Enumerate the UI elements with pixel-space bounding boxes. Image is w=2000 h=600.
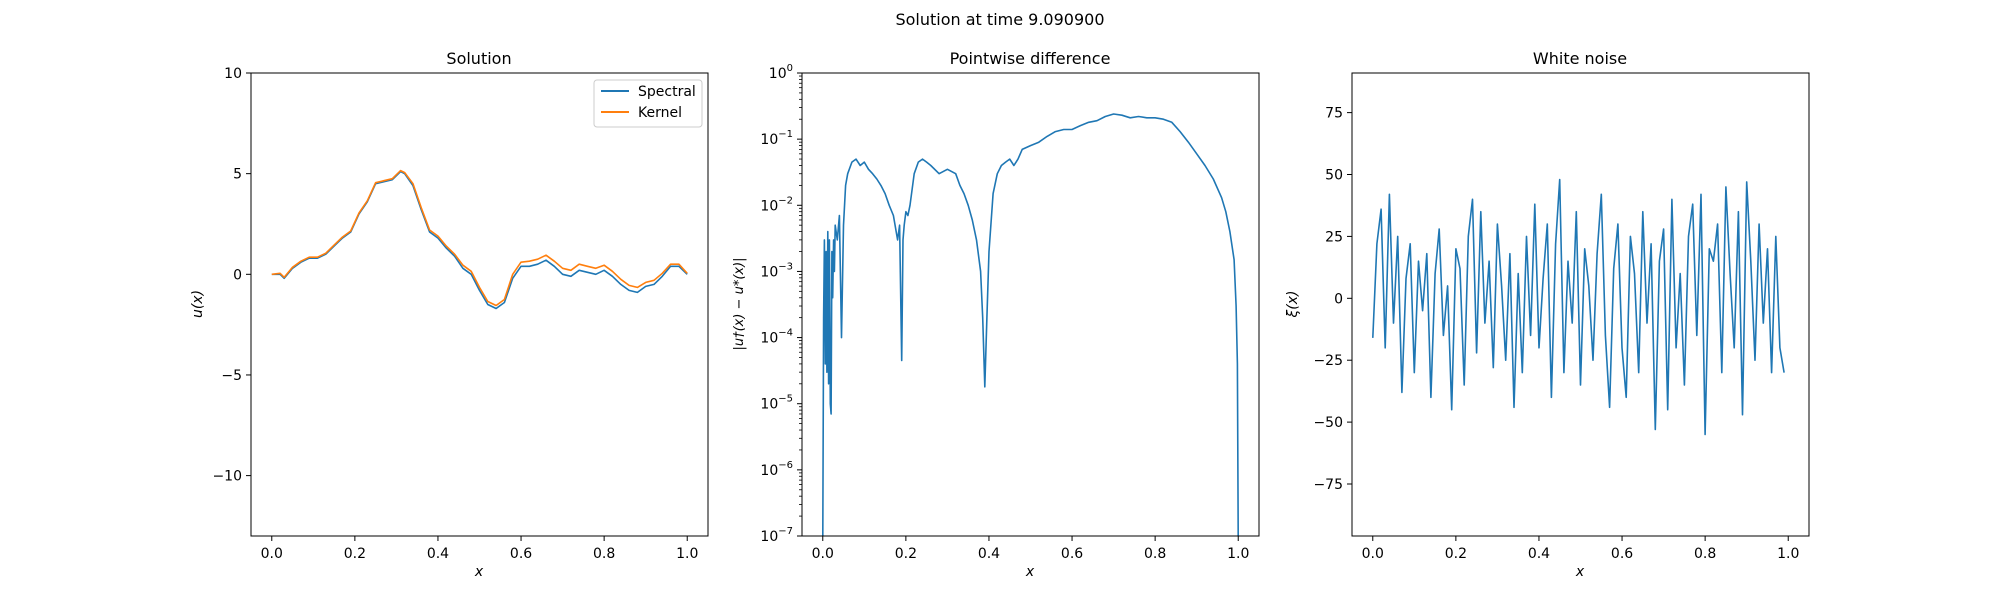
y-tick-label: −75 bbox=[1313, 477, 1343, 493]
x-tick-label: 0.6 bbox=[510, 546, 532, 562]
series-line-line bbox=[1372, 178, 1785, 436]
y-tick-label: 10−4 bbox=[760, 328, 793, 347]
solution-ylabel: u(x) bbox=[190, 290, 206, 318]
x-tick-label: 0.8 bbox=[1694, 546, 1716, 562]
y-tick-label: −5 bbox=[221, 368, 242, 384]
y-tick-label: 75 bbox=[1325, 106, 1343, 122]
solution-axes-frame bbox=[250, 72, 709, 537]
y-tick-label: 10−1 bbox=[760, 129, 793, 148]
x-tick-label: 0.2 bbox=[344, 546, 366, 562]
x-tick-label: 0.4 bbox=[427, 546, 449, 562]
x-tick-label: 0.8 bbox=[593, 546, 615, 562]
difference-ylabel: |u†(x) − u*(x)| bbox=[732, 257, 747, 350]
noise-title: White noise bbox=[1533, 49, 1627, 68]
difference-xlabel: x bbox=[1025, 564, 1035, 580]
y-tick-label: 0 bbox=[233, 267, 242, 283]
x-tick-label: 1.0 bbox=[1777, 546, 1799, 562]
solution-title: Solution bbox=[446, 49, 511, 68]
difference-plot: 0.0 0.2 0.4 0.6 0.8 1.0 10−7 10−6 10−5 10−4 10−3 10… bbox=[760, 63, 1249, 562]
y-tick-label: 0 bbox=[1334, 291, 1343, 307]
y-tick-label: 10−3 bbox=[760, 261, 793, 280]
difference-axes-frame bbox=[801, 72, 1260, 537]
solution-legend: Spectral Kernel bbox=[593, 79, 703, 128]
x-tick-label: 0.0 bbox=[1362, 546, 1384, 562]
x-tick-label: 0.4 bbox=[978, 546, 1000, 562]
noise-axes-frame bbox=[1351, 72, 1810, 537]
legend-label-spectral: Spectral bbox=[638, 84, 696, 100]
x-tick-label: 0.2 bbox=[895, 546, 917, 562]
legend-label-kernel: Kernel bbox=[638, 105, 682, 121]
noise-plot: 0.0 0.2 0.4 0.6 0.8 1.0 −75 −50 −25 0 25 50 75 bbox=[1313, 106, 1799, 562]
y-tick-label: −25 bbox=[1313, 353, 1343, 369]
y-tick-label: 50 bbox=[1325, 168, 1343, 184]
panel-white-noise: White noise 0.0 0.2 0.4 0.6 0.8 1.0−75−50−250… bbox=[1285, 49, 1810, 580]
solution-plot: 0.0 0.2 0.4 0.6 0.8 1.0 −10 −5 0 5 10 bbox=[212, 66, 698, 562]
x-tick-label: 1.0 bbox=[676, 546, 698, 562]
x-tick-label: 1.0 bbox=[1227, 546, 1249, 562]
y-tick-label: 10−6 bbox=[760, 460, 793, 479]
series-kernel-line bbox=[271, 169, 688, 307]
difference-title: Pointwise difference bbox=[950, 49, 1111, 68]
y-tick-label: 100 bbox=[769, 63, 793, 82]
y-tick-label: 10−5 bbox=[760, 394, 793, 413]
series-line-line bbox=[821, 113, 1239, 537]
x-tick-label: 0.2 bbox=[1445, 546, 1467, 562]
x-tick-label: 0.6 bbox=[1611, 546, 1633, 562]
panel-pointwise-difference: Pointwise difference 0.0 0.2 0.4 0.6 0.8 1.0 1… bbox=[732, 49, 1260, 580]
x-tick-label: 0.0 bbox=[261, 546, 283, 562]
x-tick-label: 0.6 bbox=[1061, 546, 1083, 562]
panel-solution: Solution 0.0 0.2 0.4 0.6 0.8 1.0 −10 −5 0 5 10 x u… bbox=[190, 49, 709, 580]
x-tick-label: 0.0 bbox=[812, 546, 834, 562]
y-tick-label: −10 bbox=[212, 469, 242, 485]
y-tick-label: 10−2 bbox=[760, 195, 793, 214]
x-tick-label: 0.8 bbox=[1144, 546, 1166, 562]
noise-xlabel: x bbox=[1575, 564, 1585, 580]
y-tick-label: 5 bbox=[233, 167, 242, 183]
x-tick-label: 0.4 bbox=[1528, 546, 1550, 562]
y-tick-label: 10 bbox=[224, 66, 242, 82]
y-tick-label: −50 bbox=[1313, 415, 1343, 431]
noise-ylabel: ξ(x) bbox=[1285, 290, 1301, 318]
y-tick-label: 10−7 bbox=[760, 526, 793, 545]
solution-xlabel: x bbox=[474, 564, 484, 580]
y-tick-label: 25 bbox=[1325, 229, 1343, 245]
figure-suptitle: Solution at time 9.090900 bbox=[895, 10, 1104, 29]
